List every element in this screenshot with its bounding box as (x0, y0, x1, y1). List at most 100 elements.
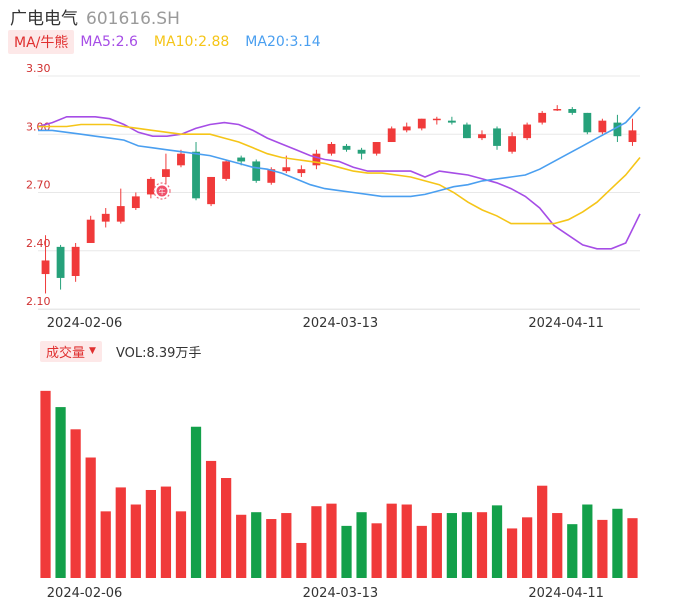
candle-body (478, 134, 486, 139)
candle-body (267, 169, 276, 183)
candle-body (342, 145, 351, 150)
candle-body (613, 122, 622, 137)
x-tick-label: 2024-02-06 (47, 586, 123, 601)
caret-down-icon: ▼ (89, 346, 96, 356)
volume-bar (386, 503, 397, 578)
volume-bar (537, 485, 548, 578)
volume-bar (145, 489, 156, 578)
candle-body (372, 142, 381, 154)
candle-body (237, 157, 246, 162)
volume-bar (401, 504, 412, 578)
volume-bar (461, 512, 473, 578)
volume-bar (491, 505, 503, 578)
moving-average-lines (37, 106, 641, 250)
candle-body (162, 169, 170, 177)
ma-mode-selector[interactable]: MA/牛熊 (8, 30, 75, 54)
candle-body (222, 161, 231, 179)
candle-body (432, 118, 441, 121)
volume-bar (446, 513, 457, 578)
candle-body (131, 196, 140, 209)
candle-body (628, 130, 637, 143)
stock-code: 601616.SH (86, 9, 180, 29)
ma10-line (38, 123, 641, 225)
candle-body (387, 128, 396, 143)
stock-name: 广电电气 (10, 9, 78, 29)
ma-legend: MA/牛熊 MA5:2.6 MA10:2.88 MA20:3.14 (8, 30, 337, 54)
ma10-legend: MA10:2.88 (153, 34, 230, 50)
y-tick-label: 2.40 (26, 237, 51, 250)
x-tick-label: 2024-03-13 (303, 586, 379, 601)
volume-bar (612, 508, 623, 578)
volume-bar (416, 525, 427, 578)
volume-bar (431, 513, 442, 578)
volume-bar (130, 504, 141, 578)
svg-text:牛: 牛 (159, 187, 166, 196)
candle-body (71, 246, 80, 276)
volume-bar (160, 486, 172, 578)
candle-body (86, 219, 95, 243)
volume-bar (55, 407, 66, 578)
volume-bar (356, 512, 367, 578)
candle-body (493, 128, 501, 146)
candle-body (523, 124, 532, 139)
candle-body (327, 143, 336, 154)
candle-body (568, 109, 577, 113)
ma20-line (38, 106, 641, 198)
candle-body (538, 112, 547, 123)
x-tick-label: 2024-04-11 (528, 316, 604, 331)
candle-body (41, 260, 50, 275)
candle-body (192, 151, 200, 199)
volume-series (40, 390, 638, 578)
volume-bar (85, 457, 96, 578)
candle-body (101, 213, 110, 222)
candle-body (447, 120, 456, 123)
candle-body (207, 176, 215, 205)
volume-legend: 成交量 ▼ VOL:8.39万手 (40, 340, 202, 362)
volume-bar (100, 511, 111, 578)
candle-body (312, 153, 321, 166)
x-tick-label: 2024-03-13 (303, 316, 379, 331)
volume-bar (582, 504, 593, 578)
x-tick-label: 2024-02-06 (47, 316, 123, 331)
candle-body (598, 120, 607, 133)
x-tick-label: 2024-04-11 (528, 586, 604, 601)
volume-bar (205, 460, 217, 578)
volume-bar (251, 512, 262, 578)
candle-body (553, 109, 562, 111)
ma5-legend: MA5:2.6 (80, 34, 138, 50)
y-tick-label: 2.70 (26, 179, 51, 192)
volume-bar (190, 426, 202, 578)
candle-body (297, 169, 306, 174)
candle-body (56, 246, 65, 278)
volume-bar (597, 519, 608, 578)
volume-bar (115, 487, 126, 578)
volume-value: VOL:8.39万手 (115, 345, 202, 361)
volume-bar (311, 506, 322, 578)
price-date-axis: 2024-02-06 2024-03-13 2024-04-11 (47, 316, 604, 331)
candle-body (116, 206, 125, 222)
volume-bar (70, 429, 81, 578)
y-tick-label: 3.30 (26, 62, 51, 75)
candle-body (357, 149, 366, 154)
volume-mode-label: 成交量 (46, 345, 86, 361)
y-tick-label: 2.10 (26, 295, 51, 308)
candle-body (177, 153, 185, 166)
candle-body (508, 136, 516, 152)
volume-bar (40, 390, 51, 578)
volume-bar (296, 542, 307, 578)
bull-marker-icon[interactable]: 牛 (153, 182, 171, 200)
candle-body (463, 124, 471, 139)
volume-date-axis: 2024-02-06 2024-03-13 2024-04-11 (47, 586, 604, 601)
candle-body (583, 112, 592, 133)
volume-bar (326, 503, 337, 578)
volume-bar (522, 517, 533, 578)
volume-bar (552, 513, 563, 578)
volume-mode-selector[interactable]: 成交量 ▼ (40, 340, 102, 362)
volume-bar (371, 523, 382, 578)
volume-bar (236, 514, 247, 578)
volume-bar (567, 524, 578, 578)
ma20-legend: MA20:3.14 (245, 34, 321, 50)
stock-header: 广电电气 601616.SH (10, 4, 180, 29)
volume-bar (281, 513, 292, 578)
